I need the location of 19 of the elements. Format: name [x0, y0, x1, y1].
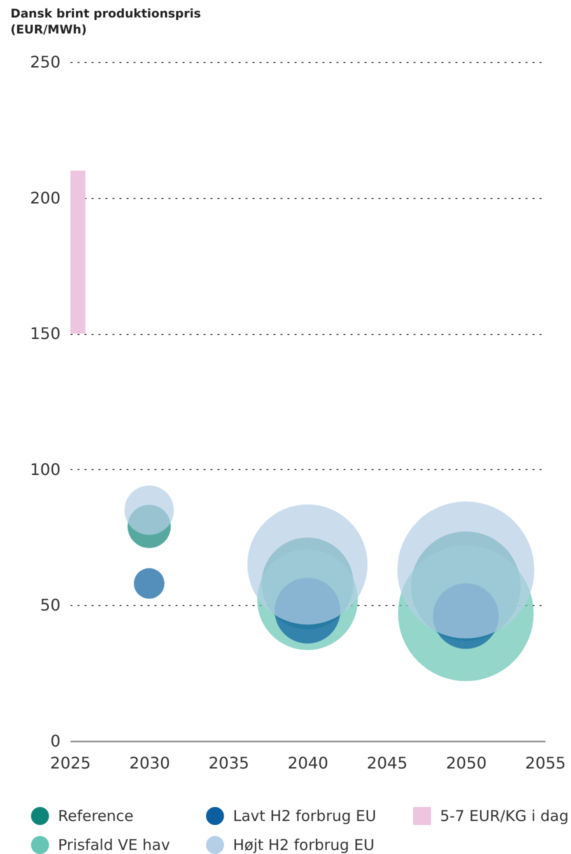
- y-tick-label: 100: [30, 460, 60, 479]
- y-tick-label: 0: [50, 732, 60, 750]
- x-tick-label: 2040: [288, 754, 328, 772]
- y-axis-title: Dansk brint produktionspris (EUR/MWh): [10, 6, 201, 36]
- x-tick-label: 2025: [50, 754, 91, 772]
- y-tick-label: 150: [30, 324, 60, 344]
- legend-label: 5-7 EUR/KG i dag: [440, 807, 569, 825]
- y-tick-label: 50: [40, 596, 60, 615]
- legend-label: Højt H2 forbrug EU: [233, 836, 374, 854]
- legend-label: Reference: [58, 807, 134, 825]
- x-tick-label: 2050: [446, 754, 487, 772]
- x-tick-label: 2030: [129, 754, 170, 772]
- x-tick-label: 2055: [525, 754, 566, 772]
- legend-label: Prisfald VE hav: [58, 836, 170, 854]
- legend-label: Lavt H2 forbrug EU: [233, 807, 376, 825]
- y-tick-label: 200: [30, 188, 60, 208]
- x-tick-label: 2035: [208, 754, 250, 772]
- x-tick-label: 2045: [366, 754, 408, 772]
- y-tick-label: 250: [30, 52, 60, 72]
